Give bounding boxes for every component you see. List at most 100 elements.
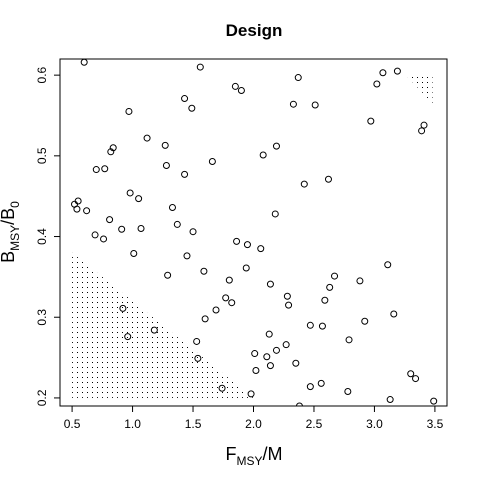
data-point-63 (119, 304, 127, 312)
data-point-16 (143, 134, 151, 142)
x-tick-label: 2.0 (245, 417, 262, 431)
x-tick-label: 3.5 (427, 417, 444, 431)
data-point-4 (393, 67, 401, 75)
data-point-64 (212, 306, 220, 314)
data-point-46 (257, 245, 265, 253)
data-point-9 (188, 104, 196, 112)
data-point-33 (73, 205, 81, 213)
data-point-59 (283, 292, 291, 300)
data-point-32 (74, 197, 82, 205)
y-tick-label: 0.4 (35, 228, 49, 245)
data-point-47 (130, 249, 138, 257)
data-point-68 (318, 322, 326, 330)
data-point-50 (200, 267, 208, 275)
data-point-51 (164, 271, 172, 279)
data-point-24 (92, 166, 100, 174)
data-point-10 (289, 100, 297, 108)
data-point-67 (390, 310, 398, 318)
data-point-17 (161, 141, 169, 149)
data-point-72 (124, 333, 132, 341)
data-point-44 (233, 237, 241, 245)
data-point-58 (321, 296, 329, 304)
shaded-regions (72, 75, 433, 398)
x-tick-label: 1.5 (185, 417, 202, 431)
data-point-61 (228, 299, 236, 307)
data-point-7 (373, 80, 381, 88)
data-point-35 (168, 203, 176, 211)
x-tick-label: 1.0 (124, 417, 141, 431)
data-point-71 (265, 330, 273, 338)
shaded-region-0 (72, 252, 254, 398)
data-point-60 (222, 294, 230, 302)
data-point-76 (272, 346, 280, 354)
data-point-27 (324, 175, 332, 183)
y-tick-label: 0.5 (35, 147, 49, 164)
data-point-75 (282, 341, 290, 349)
data-point-90 (386, 396, 394, 404)
data-point-78 (263, 353, 271, 361)
data-point-29 (126, 189, 134, 197)
data-point-13 (125, 107, 133, 115)
data-point-66 (361, 317, 369, 325)
y-tick-label: 0.3 (35, 309, 49, 326)
data-point-80 (292, 359, 300, 367)
data-point-57 (384, 261, 392, 269)
x-axis: 0.5 1.0 1.5 2.0 2.5 3.0 3.5 (64, 406, 444, 431)
data-point-73 (345, 336, 353, 344)
data-point-87 (218, 384, 226, 392)
data-point-26 (181, 170, 189, 178)
data-point-82 (252, 366, 260, 374)
data-point-45 (243, 241, 251, 249)
y-axis: 0.2 0.3 0.4 0.5 0.6 (35, 66, 60, 406)
data-point-2 (294, 74, 302, 82)
y-tick-label: 0.6 (35, 66, 49, 83)
data-point-79 (194, 354, 202, 362)
data-point-89 (247, 390, 255, 398)
data-point-22 (208, 157, 216, 165)
data-point-55 (225, 276, 233, 284)
data-point-30 (135, 195, 143, 203)
data-point-43 (100, 235, 108, 243)
data-point-85 (317, 379, 325, 387)
x-tick-label: 3.0 (366, 417, 383, 431)
data-point-36 (271, 210, 279, 218)
data-point-91 (430, 397, 438, 405)
data-point-15 (418, 127, 426, 135)
x-tick-label: 2.5 (306, 417, 323, 431)
data-point-53 (266, 280, 274, 288)
data-point-70 (150, 326, 158, 334)
data-point-62 (285, 301, 293, 309)
data-point-92 (295, 402, 303, 406)
data-point-88 (344, 387, 352, 395)
data-point-3 (379, 69, 387, 77)
data-point-49 (242, 264, 250, 272)
data-point-11 (311, 101, 319, 109)
data-point-42 (91, 231, 99, 239)
y-tick-label: 0.2 (35, 389, 49, 406)
data-point-41 (189, 228, 197, 236)
data-point-38 (173, 220, 181, 228)
data-point-69 (306, 321, 314, 329)
data-point-20 (109, 144, 117, 152)
data-point-1 (196, 63, 204, 71)
data-point-0 (80, 59, 88, 66)
data-point-39 (118, 225, 126, 233)
data-point-28 (300, 180, 308, 188)
data-point-52 (331, 272, 339, 280)
data-point-12 (367, 117, 375, 125)
data-point-37 (106, 216, 114, 224)
data-point-6 (237, 86, 245, 94)
data-point-77 (251, 350, 259, 358)
data-point-65 (201, 315, 209, 323)
data-point-14 (420, 121, 428, 129)
data-point-83 (407, 370, 415, 378)
shaded-region-1 (405, 75, 433, 104)
data-point-8 (181, 95, 189, 103)
data-point-48 (183, 252, 191, 260)
data-point-54 (326, 283, 334, 291)
data-point-23 (162, 162, 170, 170)
x-tick-label: 0.5 (64, 417, 81, 431)
data-points (71, 59, 438, 406)
data-point-84 (412, 375, 420, 383)
